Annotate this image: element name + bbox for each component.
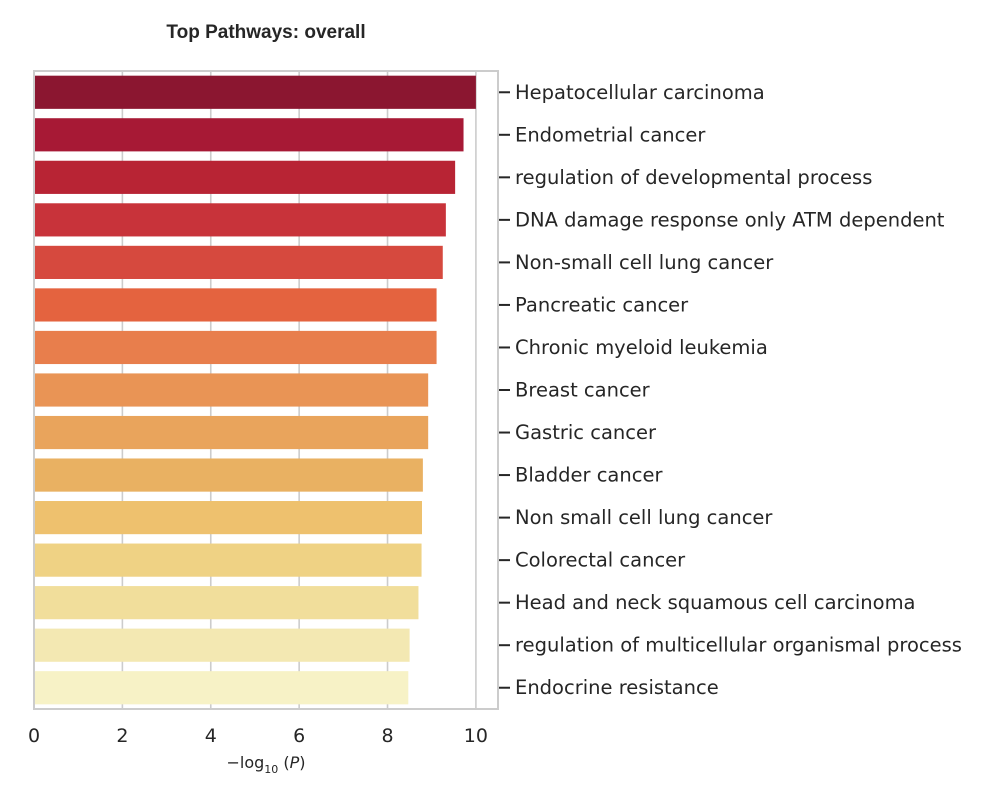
bar	[34, 628, 410, 662]
bar	[34, 75, 476, 109]
bar	[34, 586, 419, 620]
category-label: Head and neck squamous cell carcinoma	[515, 591, 916, 614]
category-label: Non small cell lung cancer	[515, 506, 773, 529]
bar	[34, 671, 409, 705]
bar	[34, 203, 446, 237]
x-axis-label-minus-log: −log	[226, 753, 264, 772]
bar	[34, 543, 422, 577]
chart-title: Top Pathways: overall	[166, 22, 366, 43]
bar	[34, 118, 464, 152]
x-axis-label-p-close: )	[299, 753, 305, 772]
category-label: DNA damage response only ATM dependent	[515, 208, 945, 231]
x-axis-label: −log10 (P)	[226, 753, 305, 776]
category-label: Bladder cancer	[515, 464, 663, 487]
category-label: Endocrine resistance	[515, 676, 719, 699]
x-axis-ticks: 0 2 4 6 8 10	[28, 725, 488, 747]
category-label: Endometrial cancer	[515, 123, 706, 146]
x-tick-label: 10	[464, 725, 488, 747]
x-axis-label-p-var: P	[290, 753, 300, 772]
x-tick-label: 6	[293, 725, 305, 747]
category-label: Colorectal cancer	[515, 549, 686, 572]
category-label: Gastric cancer	[515, 421, 657, 444]
bar	[34, 415, 429, 450]
category-label: Pancreatic cancer	[515, 293, 689, 316]
category-label: Non-small cell lung cancer	[515, 251, 774, 274]
bar	[34, 160, 456, 194]
bar	[34, 330, 437, 365]
bar	[34, 458, 423, 492]
category-label: regulation of developmental process	[515, 166, 872, 189]
category-label: Hepatocellular carcinoma	[515, 81, 765, 104]
category-axis: Hepatocellular carcinoma Endometrial canc…	[499, 81, 962, 699]
x-tick-label: 2	[116, 725, 128, 747]
category-label: Breast cancer	[515, 379, 651, 402]
bar	[34, 288, 437, 322]
x-tick-label: 8	[381, 725, 393, 747]
plot-frame	[33, 70, 499, 710]
x-tick-label: 0	[28, 725, 40, 747]
bars	[34, 75, 476, 705]
bar	[34, 245, 443, 279]
x-axis-label-p: (	[278, 753, 289, 772]
category-label: Chronic myeloid leukemia	[515, 336, 768, 359]
x-tick-label: 4	[205, 725, 217, 747]
x-axis-label-base: 10	[264, 763, 278, 776]
category-label: regulation of multicellular organismal p…	[515, 634, 962, 657]
bar	[34, 373, 429, 407]
bar	[34, 501, 422, 535]
